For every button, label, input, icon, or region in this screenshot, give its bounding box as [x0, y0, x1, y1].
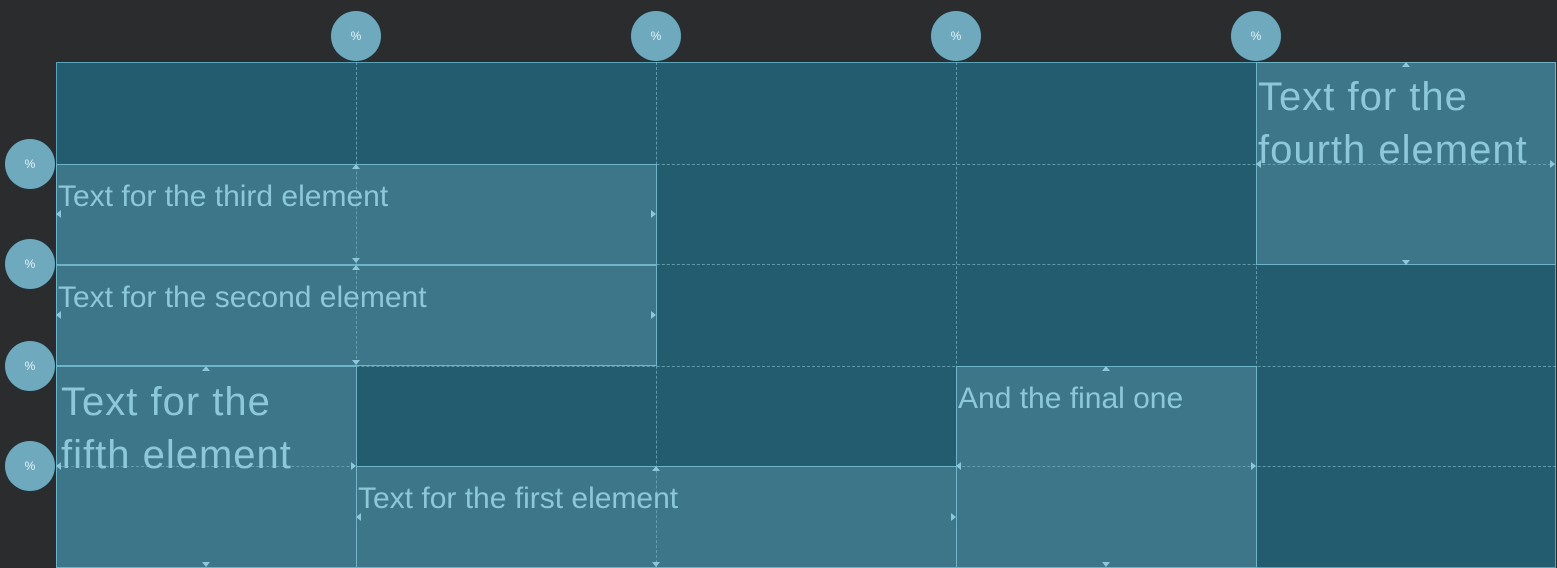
resize-right-arrow-icon[interactable] [1251, 462, 1256, 470]
element-first[interactable]: Text for the first element [356, 466, 957, 568]
element-second[interactable]: Text for the second element [56, 265, 657, 366]
resize-right-arrow-icon[interactable] [651, 210, 656, 218]
grid-area [56, 62, 1556, 568]
resize-left-arrow-icon[interactable] [356, 513, 361, 521]
resize-up-arrow-icon[interactable] [652, 466, 660, 471]
element-sixth[interactable]: And the final one [956, 366, 1257, 568]
resize-up-arrow-icon[interactable] [1102, 366, 1110, 371]
resize-up-arrow-icon[interactable] [1402, 62, 1410, 67]
resize-right-arrow-icon[interactable] [1550, 160, 1555, 168]
resize-down-arrow-icon[interactable] [652, 562, 660, 567]
resize-down-arrow-icon[interactable] [202, 562, 210, 567]
column-percent-handle-1[interactable]: % [331, 11, 381, 61]
element-third[interactable]: Text for the third element [56, 164, 657, 265]
resize-right-arrow-icon[interactable] [651, 311, 656, 319]
row-guide-3 [56, 366, 1556, 367]
element-fourth[interactable]: Text for the fourth element [1256, 62, 1556, 265]
row-percent-handle-1[interactable]: % [5, 139, 55, 189]
column-guide-3 [956, 62, 957, 568]
resize-down-arrow-icon[interactable] [1402, 260, 1410, 265]
resize-down-arrow-icon[interactable] [352, 360, 360, 365]
resize-up-arrow-icon[interactable] [352, 164, 360, 169]
resize-right-arrow-icon[interactable] [951, 513, 956, 521]
resize-left-arrow-icon[interactable] [956, 462, 961, 470]
resize-left-arrow-icon[interactable] [56, 462, 61, 470]
column-percent-handle-2[interactable]: % [631, 11, 681, 61]
element-third-text: Text for the third element [58, 180, 389, 213]
row-guide-2 [56, 264, 1556, 265]
resize-left-arrow-icon[interactable] [56, 311, 61, 319]
resize-down-arrow-icon[interactable] [1102, 562, 1110, 567]
row-percent-handle-3[interactable]: % [5, 341, 55, 391]
row-percent-handle-2[interactable]: % [5, 239, 55, 289]
resize-left-arrow-icon[interactable] [1256, 160, 1261, 168]
element-second-text: Text for the second element [58, 281, 427, 314]
row-percent-handle-4[interactable]: % [5, 441, 55, 491]
resize-left-arrow-icon[interactable] [56, 210, 61, 218]
resize-up-arrow-icon[interactable] [202, 366, 210, 371]
resize-right-arrow-icon[interactable] [351, 462, 356, 470]
element-fifth[interactable]: Text for the fifth element [56, 366, 357, 568]
column-percent-handle-3[interactable]: % [931, 11, 981, 61]
element-fourth-text: Text for the fourth element [1258, 75, 1528, 172]
row-guide-1 [56, 164, 1556, 165]
column-guide-1 [356, 62, 357, 568]
element-fifth-text: Text for the fifth element [61, 380, 292, 477]
resize-up-arrow-icon[interactable] [352, 265, 360, 270]
element-sixth-text: And the final one [958, 382, 1184, 415]
column-guide-4 [1256, 62, 1257, 568]
column-percent-handle-4[interactable]: % [1231, 11, 1281, 61]
element-first-text: Text for the first element [358, 482, 679, 515]
resize-down-arrow-icon[interactable] [352, 258, 360, 263]
